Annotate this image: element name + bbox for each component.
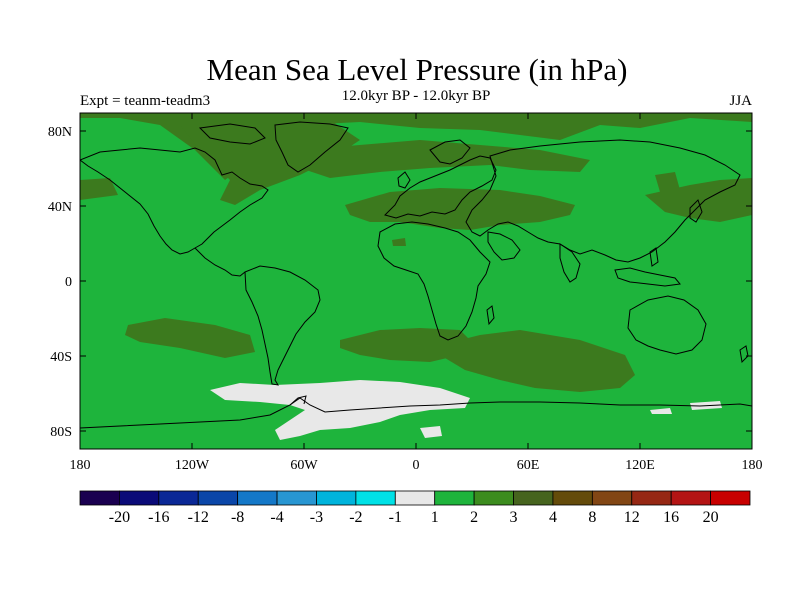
colorbar-swatch [276,490,317,506]
colorbar-swatch [670,490,711,506]
season-label: JJA [729,93,752,109]
negative-anomaly-regions [210,380,722,440]
siberia-east-region [655,172,680,192]
map-title: Mean Sea Level Pressure (in hPa) [206,52,628,87]
colorbar-label: 3 [510,509,518,526]
coastlines [80,121,752,429]
colorbar-label: 20 [703,509,719,526]
experiment-label: Expt = teanm-teadm3 [80,93,211,109]
latitude-axis: 80N 40N 0 40S 80S [48,125,752,440]
antarctic-light-region [210,380,470,440]
antarctica-coast [80,397,752,429]
japan-coast [689,199,703,223]
north-america-coast [80,147,269,255]
colorbar-swatch [513,490,554,506]
colorbar-swatch [119,490,160,506]
lat-tick-label: 40N [48,200,72,215]
colorbar-label: -16 [148,509,169,526]
lon-tick-label: 120W [175,458,210,473]
india-coast [559,243,581,283]
colorbar-swatch [158,490,199,506]
colorbar-swatch [237,490,278,506]
greenland-coast [274,121,349,173]
australia-coast [627,295,707,355]
madagascar-coast [486,305,495,326]
colorbar-label: 2 [470,509,478,526]
british-isles-coast [397,171,411,189]
colorbar-label: -2 [349,509,362,526]
lon-tick-label: 180 [742,458,763,473]
colorbar: -20 -16 -12 -8 -4 -3 -2 -1 1 2 3 4 8 12 16 20 [79,490,751,526]
colorbar-swatch [710,490,751,506]
lon-tick-label: 60E [517,458,540,473]
colorbar-label: 4 [549,509,557,526]
colorbar-label: -20 [109,509,130,526]
indonesia-coast [614,267,681,287]
colorbar-label: 8 [588,509,596,526]
colorbar-swatch [394,490,436,506]
colorbar-label: -1 [389,509,402,526]
colorbar-label: 1 [431,509,439,526]
central-america-coast [194,247,246,277]
antarctic-light-patch [650,408,672,414]
colorbar-swatch [79,490,120,506]
colorbar-swatch [552,490,593,506]
colorbar-swatch [631,490,672,506]
europe-coast [384,155,497,219]
lat-tick-label: 0 [65,275,72,290]
arctic-archipelago-coast [198,123,266,145]
antarctic-peninsula-coast [289,395,307,406]
lat-tick-label: 80S [50,425,72,440]
lon-tick-label: 180 [70,458,91,473]
colorbar-label: -3 [310,509,323,526]
lon-tick-label: 60W [290,458,318,473]
map-subtitle: 12.0kyr BP - 12.0kyr BP [341,88,491,104]
asia-coast [465,139,741,263]
colorbar-swatch [197,490,239,506]
colorbar-swatch [355,490,396,506]
scandinavia-coast [429,139,471,165]
colorbar-label: 16 [663,509,679,526]
colorbar-label: -12 [188,509,209,526]
colorbar-swatch [473,490,514,506]
colorbar-swatch [434,490,475,506]
south-america-coast [244,265,321,386]
lon-tick-label: 120E [625,458,655,473]
colorbar-label: -4 [270,509,283,526]
eurasia-mid-region [345,188,575,230]
lon-tick-label: 0 [413,458,420,473]
philippines-coast [649,247,659,267]
longitude-axis: 180 120W 60W 0 60E 120E 180 [70,113,763,473]
antarctic-light-east [420,426,442,438]
lat-tick-label: 40S [50,350,72,365]
small-atlantic-blob [392,238,406,246]
colorbar-swatch [316,490,357,506]
arabia-coast [487,231,521,261]
lat-tick-label: 80N [48,125,72,140]
north-atlantic-blob [80,178,118,200]
colorbar-label: -8 [231,509,244,526]
colorbar-swatch [591,490,633,506]
contour-fields [80,113,752,440]
colorbar-label: 12 [624,509,640,526]
south-pacific-region [125,318,255,358]
indian-ocean-region [440,330,635,392]
africa-coast [377,221,491,341]
